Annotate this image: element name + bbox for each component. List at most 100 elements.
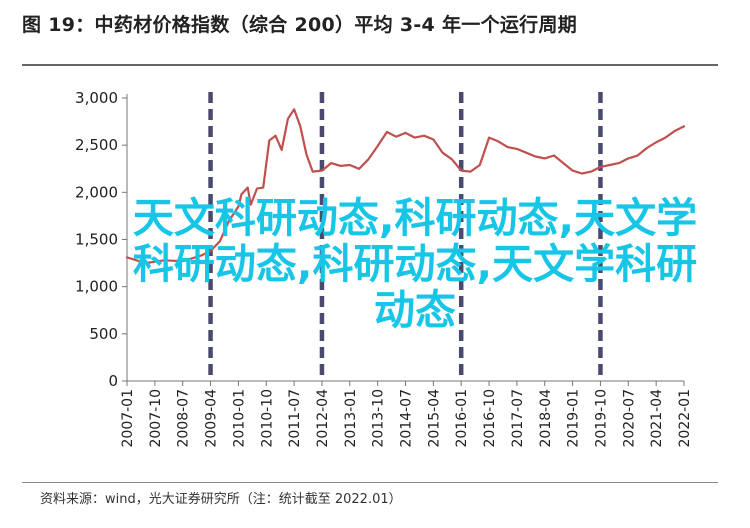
data-point [534, 155, 537, 158]
source-note: 资料来源：wind，光大证券研究所（注：统计截至 2022.01） [40, 492, 402, 507]
x-tick-label: 2008-07 [176, 389, 192, 448]
data-point [543, 157, 546, 160]
data-point [287, 117, 289, 120]
x-tick-label: 2007-10 [148, 389, 164, 448]
data-point [432, 138, 435, 141]
data-point [553, 154, 555, 157]
overlay-line: 天文科研动态,科研动态,天文学 [132, 194, 698, 242]
data-point [299, 125, 302, 128]
data-point [321, 169, 323, 172]
x-tick-label: 2007-01 [120, 389, 136, 448]
data-point [330, 162, 333, 164]
data-point [274, 134, 277, 137]
data-point [376, 145, 379, 148]
data-point [497, 140, 500, 143]
data-point [126, 256, 128, 259]
data-point [580, 172, 583, 175]
data-point [627, 157, 630, 160]
data-point [571, 169, 574, 172]
data-point [413, 136, 416, 139]
data-point [311, 170, 314, 173]
x-tick-label: 2016-01 [454, 389, 470, 448]
y-tick-label: 2,000 [75, 183, 118, 201]
data-point [262, 186, 265, 189]
data-point [209, 249, 212, 252]
data-point [664, 136, 667, 139]
data-point [469, 170, 472, 173]
source-divider [22, 482, 718, 483]
data-point [673, 130, 676, 132]
data-point [228, 219, 231, 222]
data-point [562, 162, 565, 164]
x-tick-label: 2013-01 [343, 389, 359, 448]
x-tick-label: 2022-01 [677, 389, 693, 448]
data-point [636, 154, 639, 157]
data-point [358, 167, 360, 170]
data-point [618, 162, 620, 164]
y-tick-label: 3,000 [75, 89, 118, 107]
data-point [218, 240, 221, 243]
x-tick-label: 2010-10 [259, 389, 275, 448]
data-point [386, 131, 388, 133]
x-tick-label: 2015-04 [426, 389, 442, 448]
overlay-line: 科研动态,科研动态,天文学科研 [132, 240, 698, 288]
x-tick-label: 2009-04 [204, 389, 220, 448]
x-tick-label: 2020-07 [621, 389, 637, 448]
x-tick-label: 2014-07 [399, 389, 415, 448]
watermark-overlay-text: 天文科研动态,科研动态,天文学 科研动态,科研动态,天文学科研 动态 [115, 195, 715, 333]
x-tick-label: 2018-04 [538, 389, 554, 448]
data-point [268, 139, 271, 142]
data-point [163, 259, 166, 262]
data-point [305, 153, 308, 156]
x-tick-label: 2011-07 [287, 389, 303, 448]
data-point [367, 158, 370, 161]
data-point [423, 134, 425, 137]
data-point [237, 205, 240, 208]
series-line [125, 108, 686, 265]
y-tick-label: 2,500 [75, 136, 118, 154]
data-point [144, 262, 147, 264]
x-tick-label: 2010-01 [231, 389, 247, 448]
x-tick-label: 2012-04 [315, 389, 331, 448]
data-point [293, 108, 295, 111]
x-tick-label: 2019-10 [593, 389, 609, 448]
data-point [246, 186, 249, 189]
data-point [395, 135, 398, 138]
data-point [240, 193, 243, 196]
data-point [256, 187, 258, 190]
y-tick-label: 0 [108, 372, 118, 390]
title-divider [22, 64, 718, 66]
data-point [441, 151, 444, 154]
x-tick-label: 2019-01 [566, 389, 582, 448]
chart-title: 图 19：中药材价格指数（综合 200）平均 3-4 年一个运行周期 [22, 14, 578, 36]
data-point [516, 148, 518, 150]
data-point [348, 164, 351, 166]
data-point [525, 151, 528, 154]
data-point [249, 203, 252, 206]
data-point [478, 164, 481, 166]
data-point [488, 136, 490, 139]
data-point [608, 164, 611, 166]
y-tick-label: 1,000 [75, 278, 118, 296]
data-point [451, 158, 453, 161]
y-tick-label: 500 [89, 325, 118, 343]
y-tick-label: 1,500 [75, 231, 118, 249]
x-tick-label: 2016-10 [482, 389, 498, 448]
data-point [339, 165, 342, 167]
data-point [683, 125, 685, 128]
data-point [280, 148, 283, 151]
data-point [404, 132, 407, 134]
x-tick-label: 2021-04 [649, 389, 665, 448]
data-point [599, 165, 602, 168]
data-point [590, 170, 593, 173]
data-point [645, 147, 648, 149]
x-tick-label: 2013-10 [371, 389, 387, 448]
x-tick-label: 2017-07 [510, 389, 526, 448]
data-point [181, 260, 184, 263]
overlay-line: 动态 [374, 286, 456, 334]
data-point [460, 169, 463, 172]
data-point [200, 254, 203, 257]
data-point [655, 141, 658, 144]
